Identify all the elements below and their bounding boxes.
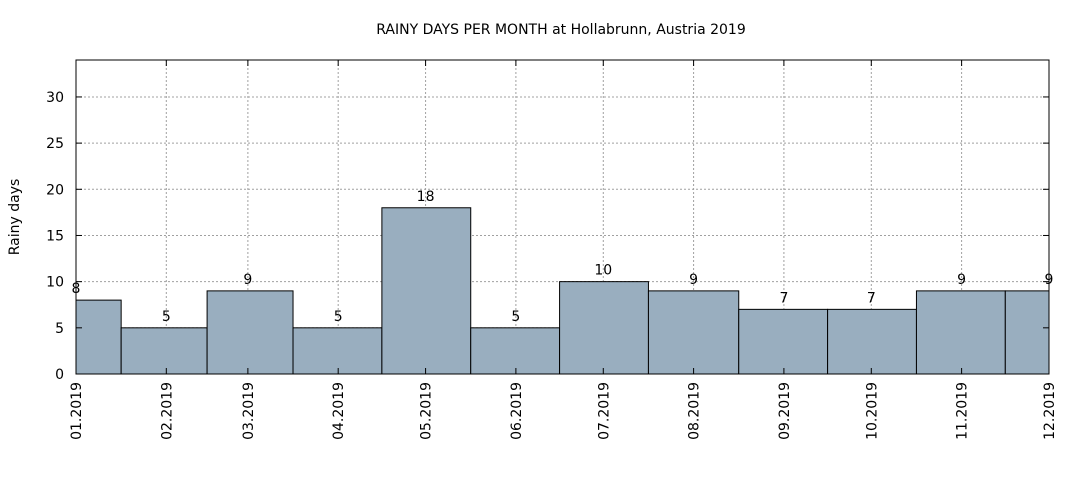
- y-tick-label: 25: [46, 136, 64, 152]
- bar: [470, 327, 561, 375]
- x-tick-labels: 01.2019 02.2019 03.2019 04.2019 05.2019 06.20…: [69, 382, 1058, 440]
- y-tick-label: 30: [46, 90, 64, 106]
- bar-value-label: 5: [162, 309, 171, 325]
- bar-value-label: 5: [511, 309, 520, 325]
- bar: [381, 207, 472, 375]
- y-axis-label: Rainy days: [7, 179, 23, 256]
- y-tick-label: 20: [46, 182, 64, 198]
- plot-frame: [75, 59, 1050, 375]
- chart-title: RAINY DAYS PER MONTH at Hollabrunn, Aust…: [376, 22, 746, 38]
- x-tick-label: 09.2019: [777, 382, 793, 440]
- x-tick-label: 12.2019: [1042, 382, 1058, 440]
- bar-value-label: 18: [417, 189, 435, 205]
- data-labels: 8 5 9 5 18 5 10 9 7 7 9 9: [72, 189, 1054, 325]
- bar-value-label: 9: [1045, 272, 1054, 288]
- y-tick-labels: 0 5 10 15 20 25 30: [46, 90, 64, 383]
- x-tick-label: 04.2019: [331, 382, 347, 440]
- bar-value-label: 10: [594, 263, 612, 279]
- bar-value-label: 5: [334, 309, 343, 325]
- bar-value-label: 7: [867, 290, 876, 306]
- x-tick-label: 08.2019: [687, 382, 703, 440]
- bar: [647, 290, 740, 375]
- bar-value-label: 7: [779, 290, 788, 306]
- x-tick-label: 05.2019: [419, 382, 435, 440]
- bar: [120, 327, 208, 375]
- x-tick-label: 03.2019: [241, 382, 257, 440]
- y-tick-label: 10: [46, 275, 64, 291]
- bar: [559, 281, 649, 375]
- bar: [206, 290, 294, 375]
- bar: [738, 308, 829, 375]
- y-tick-label: 0: [55, 367, 64, 383]
- x-tick-label: 01.2019: [69, 382, 85, 440]
- y-tick-label: 15: [46, 228, 64, 244]
- bar: [1004, 290, 1050, 375]
- x-tick-label: 02.2019: [159, 382, 175, 440]
- plot-border: [75, 59, 1050, 375]
- bar: [827, 308, 917, 375]
- bars-layer: [75, 207, 1050, 375]
- x-tick-label: 07.2019: [596, 382, 612, 440]
- bar: [292, 327, 383, 375]
- y-tick-label: 5: [55, 321, 64, 337]
- bar-value-label: 9: [957, 272, 966, 288]
- x-tick-label: 10.2019: [864, 382, 880, 440]
- bar: [75, 299, 122, 375]
- bar-value-label: 9: [243, 272, 252, 288]
- bar-value-label: 9: [689, 272, 698, 288]
- bar-value-label: 8: [72, 281, 81, 297]
- bar: [915, 290, 1006, 375]
- x-tick-label: 06.2019: [509, 382, 525, 440]
- x-tick-label: 11.2019: [955, 382, 971, 440]
